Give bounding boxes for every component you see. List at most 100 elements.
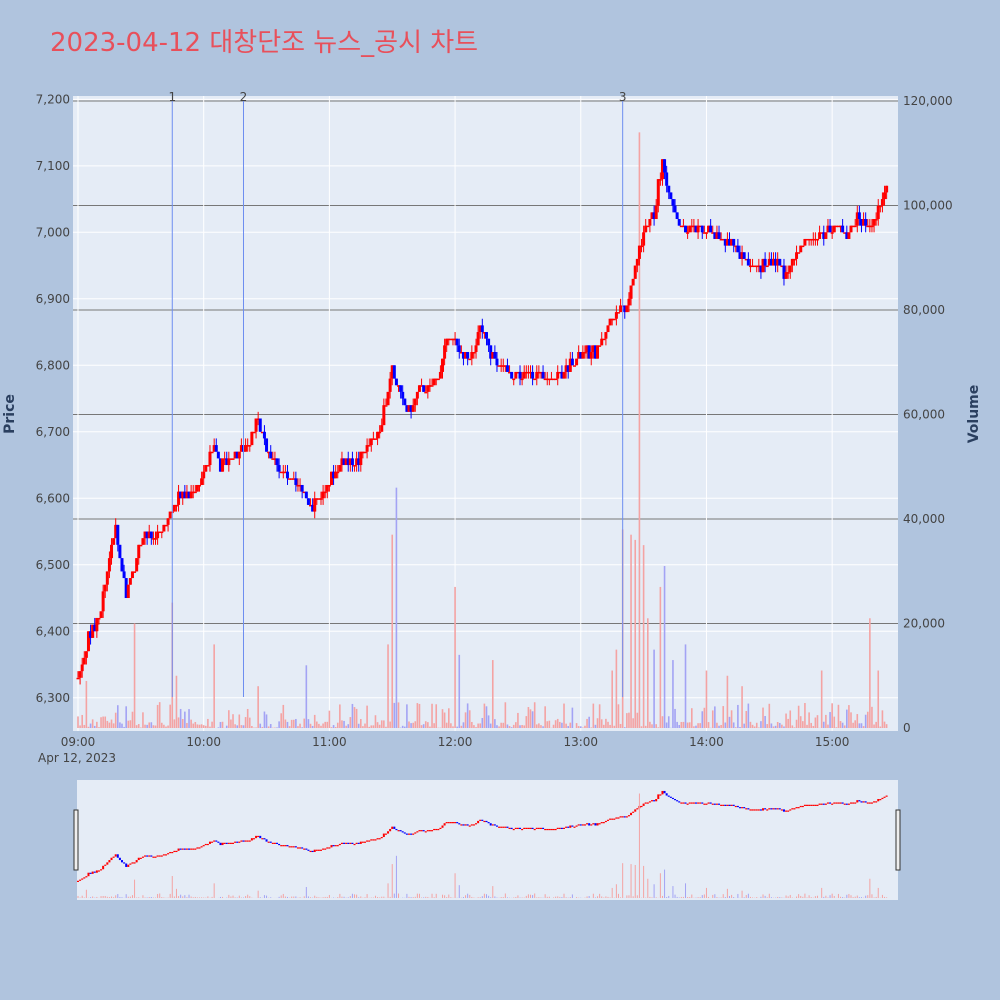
mini-candle	[227, 842, 230, 844]
volume-bar	[623, 727, 626, 728]
volume-bar	[841, 722, 844, 728]
candle-body	[788, 265, 792, 273]
mini-candle	[627, 815, 630, 817]
mini-volume-bar	[592, 893, 594, 898]
candle-body	[717, 232, 721, 239]
mini-volume-bar	[821, 887, 823, 898]
volume-bar	[140, 727, 142, 728]
mini-volume-bar	[515, 896, 517, 898]
volume-bar	[542, 726, 544, 728]
volume-bar	[456, 726, 458, 728]
candle-body	[89, 631, 93, 638]
candle-body	[120, 558, 124, 572]
mini-candle	[659, 794, 662, 796]
candle-body	[587, 345, 591, 359]
mini-volume-bar	[410, 897, 412, 898]
candle-body	[608, 318, 612, 326]
mini-volume-bar	[647, 878, 649, 898]
candle-body	[654, 205, 658, 220]
mini-candle	[539, 827, 542, 830]
mini-volume-bar	[687, 897, 689, 898]
mini-volume-bar	[421, 897, 423, 898]
mini-candle	[403, 832, 406, 834]
mini-volume-bar	[810, 897, 812, 898]
mini-volume-bar	[762, 894, 764, 898]
range-slider-background[interactable]	[77, 780, 898, 900]
mini-candle	[523, 827, 526, 830]
mini-volume-bar	[726, 888, 728, 898]
candle-body	[141, 538, 145, 545]
mini-volume-bar	[722, 894, 724, 898]
volume-bar	[376, 722, 379, 728]
candle-body	[742, 252, 746, 259]
candle-body	[518, 371, 522, 379]
mini-candle	[343, 842, 346, 844]
volume-bar	[259, 723, 262, 728]
volume-bar	[491, 660, 494, 728]
candle-body	[803, 238, 807, 246]
candle-body	[160, 531, 164, 534]
candle-body	[118, 544, 122, 559]
mini-candle	[89, 872, 92, 874]
volume-bar	[395, 487, 398, 728]
volume-bar	[263, 711, 266, 728]
mini-volume-bar	[111, 896, 113, 898]
volume-bar	[529, 709, 532, 728]
mini-volume-bar	[865, 895, 867, 898]
mini-volume-bar	[563, 893, 565, 898]
mini-candle	[213, 840, 216, 842]
candle-body	[694, 225, 698, 233]
candle-body	[256, 418, 260, 420]
volume-bar	[119, 722, 121, 728]
mini-candle	[141, 856, 144, 858]
mini-volume-bar	[678, 897, 680, 898]
mini-candle	[334, 845, 337, 847]
volume-bar	[699, 723, 701, 728]
candle-body	[801, 245, 805, 248]
mini-volume-bar	[875, 896, 877, 898]
price-tick: 6,700	[36, 425, 70, 439]
news-marker-label: 2	[240, 90, 248, 104]
mini-candle	[389, 828, 392, 832]
mini-candle	[412, 833, 415, 835]
mini-volume-bar	[703, 894, 705, 898]
volume-bar	[479, 723, 482, 728]
candle-body	[298, 484, 302, 487]
volume-bar	[795, 719, 798, 728]
volume-bar	[184, 711, 186, 728]
volume-bar	[420, 725, 423, 728]
candle-body	[728, 238, 732, 246]
range-slider-left-handle[interactable]	[73, 809, 79, 871]
candle-body	[799, 245, 803, 253]
candle-body	[774, 258, 778, 266]
range-slider-right-handle[interactable]	[895, 809, 901, 871]
volume-bar	[278, 721, 280, 728]
mini-candle	[200, 846, 203, 848]
candle-body	[482, 332, 486, 334]
candle-body	[625, 305, 629, 313]
mini-candle	[699, 802, 702, 804]
mini-candle	[433, 828, 436, 831]
volume-bar	[498, 726, 500, 728]
mini-candle	[206, 843, 209, 846]
volume-bar	[502, 722, 505, 728]
candle-body	[288, 478, 292, 480]
mini-candle	[374, 839, 377, 841]
volume-bar	[802, 721, 804, 728]
candle-body	[447, 338, 451, 341]
volume-bar	[466, 703, 469, 728]
candle-body	[225, 458, 229, 466]
volume-bar	[410, 723, 412, 728]
candle-body	[771, 258, 775, 266]
mini-candle	[481, 819, 484, 821]
mini-volume-bar	[699, 897, 701, 898]
volume-bar	[642, 545, 645, 728]
mini-candle	[460, 824, 463, 826]
mini-volume-bar	[628, 895, 630, 898]
candle-body	[545, 378, 549, 381]
volume-bar	[89, 723, 92, 728]
volume-bar	[137, 723, 140, 728]
mini-volume-bar	[303, 896, 305, 898]
volume-bar	[519, 725, 521, 728]
